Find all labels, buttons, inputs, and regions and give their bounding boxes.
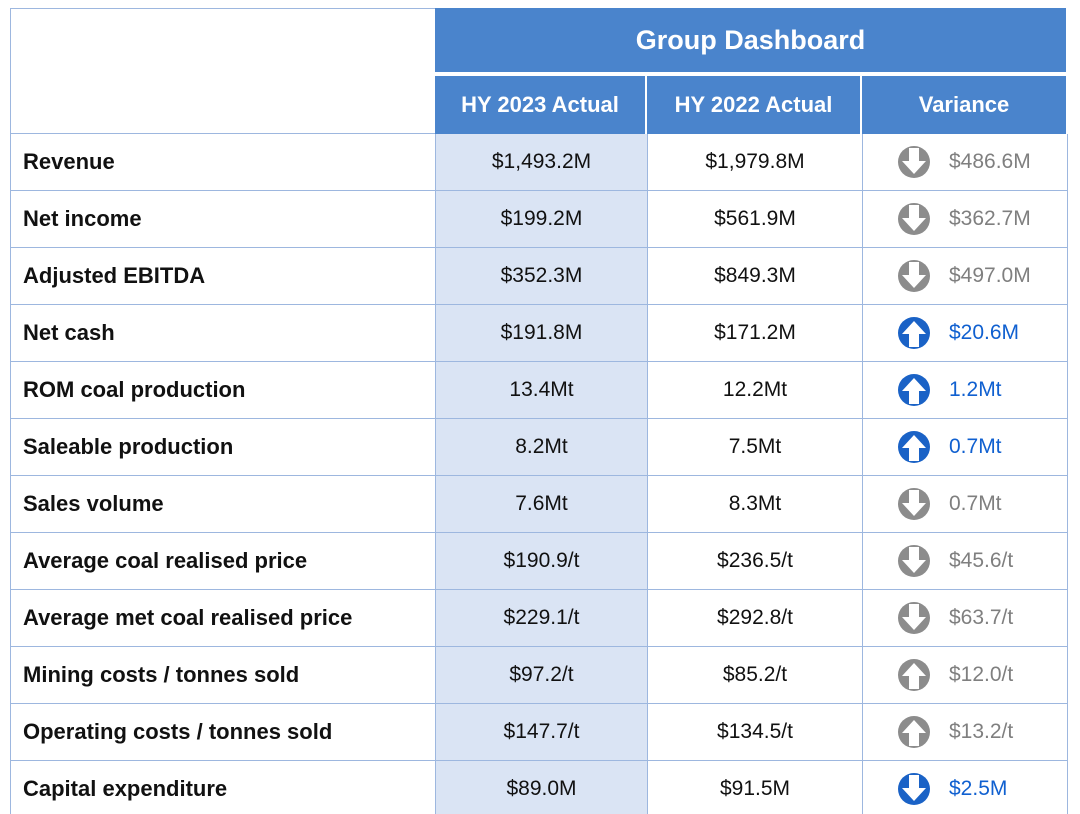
trend-icon [898, 716, 930, 748]
variance-value: $20.6M [949, 321, 1020, 344]
trend-icon [898, 203, 930, 235]
hy2023-value: $199.2M [435, 191, 647, 248]
icon-arrow [902, 547, 926, 573]
variance-cell: 0.7Mt [862, 419, 1068, 476]
row-label: Mining costs / tonnes sold [10, 647, 435, 704]
row-label: Revenue [10, 134, 435, 191]
hy2022-value: $85.2/t [647, 647, 862, 704]
hy2023-value: $190.9/t [435, 533, 647, 590]
variance-cell: $20.6M [862, 305, 1068, 362]
variance-value: $2.5M [949, 777, 1008, 800]
icon-arrow [902, 321, 926, 347]
hy2022-value: 7.5Mt [647, 419, 862, 476]
variance-value: $12.0/t [949, 663, 1014, 686]
hy2022-value: 8.3Mt [647, 476, 862, 533]
hy2022-value: 12.2Mt [647, 362, 862, 419]
hy2023-value: $97.2/t [435, 647, 647, 704]
row-label: Net income [10, 191, 435, 248]
hy2022-value: $849.3M [647, 248, 862, 305]
variance-value: $63.7/t [949, 606, 1014, 629]
variance-value: 0.7Mt [949, 492, 1002, 515]
variance-cell: $12.0/t [862, 647, 1068, 704]
trend-icon [898, 317, 930, 349]
variance-value: $486.6M [949, 150, 1031, 173]
row-label: Net cash [10, 305, 435, 362]
hy2023-value: 13.4Mt [435, 362, 647, 419]
variance-cell: $362.7M [862, 191, 1068, 248]
icon-arrow [902, 663, 926, 689]
column-header: Variance [862, 76, 1068, 134]
trend-icon [898, 431, 930, 463]
trend-icon [898, 659, 930, 691]
variance-value: 0.7Mt [949, 435, 1002, 458]
variance-value: $497.0M [949, 264, 1031, 287]
icon-arrow [902, 775, 926, 801]
variance-cell: $486.6M [862, 134, 1068, 191]
variance-value: $362.7M [949, 207, 1031, 230]
hy2023-value: 8.2Mt [435, 419, 647, 476]
trend-icon [898, 146, 930, 178]
icon-arrow [902, 720, 926, 746]
hy2022-value: $134.5/t [647, 704, 862, 761]
hy2022-value: $292.8/t [647, 590, 862, 647]
icon-arrow [902, 148, 926, 174]
hy2023-value: $1,493.2M [435, 134, 647, 191]
hy2023-value: $229.1/t [435, 590, 647, 647]
column-header: HY 2022 Actual [647, 76, 862, 134]
row-label: Average met coal realised price [10, 590, 435, 647]
variance-cell: 0.7Mt [862, 476, 1068, 533]
hy2023-value: $147.7/t [435, 704, 647, 761]
hy2022-value: $1,979.8M [647, 134, 862, 191]
table-title: Group Dashboard [435, 8, 1068, 74]
trend-icon [898, 488, 930, 520]
row-label: Capital expenditure [10, 761, 435, 814]
icon-arrow [902, 435, 926, 461]
row-label: Sales volume [10, 476, 435, 533]
variance-cell: $13.2/t [862, 704, 1068, 761]
variance-cell: $497.0M [862, 248, 1068, 305]
hy2023-value: $352.3M [435, 248, 647, 305]
row-label: Average coal realised price [10, 533, 435, 590]
hy2023-value: $89.0M [435, 761, 647, 814]
row-label: Adjusted EBITDA [10, 248, 435, 305]
icon-arrow [902, 490, 926, 516]
trend-icon [898, 602, 930, 634]
variance-cell: 1.2Mt [862, 362, 1068, 419]
trend-icon [898, 545, 930, 577]
hy2022-value: $236.5/t [647, 533, 862, 590]
variance-cell: $45.6/t [862, 533, 1068, 590]
icon-arrow [902, 262, 926, 288]
trend-icon [898, 374, 930, 406]
hy2023-value: 7.6Mt [435, 476, 647, 533]
hy2022-value: $91.5M [647, 761, 862, 814]
row-label: ROM coal production [10, 362, 435, 419]
trend-icon [898, 260, 930, 292]
row-label: Saleable production [10, 419, 435, 476]
variance-value: $13.2/t [949, 720, 1014, 743]
icon-arrow [902, 205, 926, 231]
hy2023-value: $191.8M [435, 305, 647, 362]
icon-arrow [902, 604, 926, 630]
hy2022-value: $561.9M [647, 191, 862, 248]
variance-cell: $63.7/t [862, 590, 1068, 647]
corner-cell [10, 8, 435, 134]
trend-icon [898, 773, 930, 805]
icon-arrow [902, 378, 926, 404]
variance-value: $45.6/t [949, 549, 1014, 572]
column-header: HY 2023 Actual [435, 76, 647, 134]
row-label: Operating costs / tonnes sold [10, 704, 435, 761]
variance-cell: $2.5M [862, 761, 1068, 814]
variance-value: 1.2Mt [949, 378, 1002, 401]
hy2022-value: $171.2M [647, 305, 862, 362]
